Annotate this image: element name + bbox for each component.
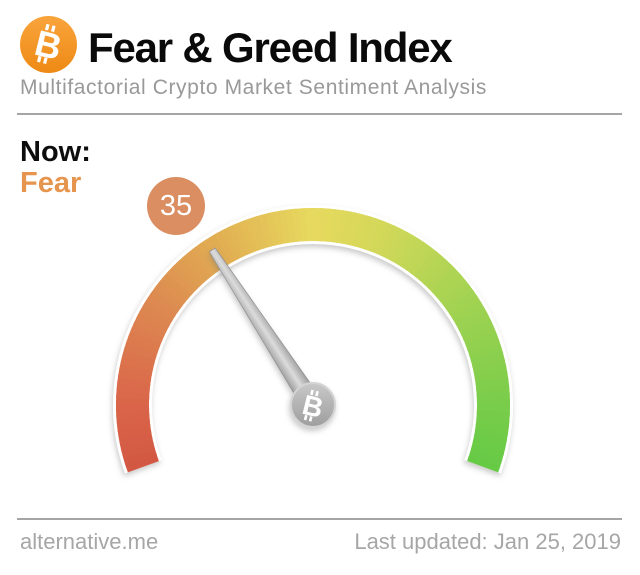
bitcoin-logo-icon: B <box>20 16 77 73</box>
gauge-arc <box>115 207 511 473</box>
value-badge: 35 <box>147 177 205 235</box>
page-subtitle: Multifactorial Crypto Market Sentiment A… <box>20 76 488 99</box>
bitcoin-logo-circle <box>20 16 77 73</box>
footer-site-link[interactable]: alternative.me <box>20 529 159 554</box>
gauge-needle-group: B <box>208 247 336 428</box>
header-divider <box>17 113 622 115</box>
footer-divider <box>17 518 622 520</box>
gauge-hub <box>290 382 336 428</box>
sentiment-label: Fear <box>20 167 82 199</box>
value-badge-text: 35 <box>159 189 193 222</box>
last-updated-label: Last updated: Jan 25, 2019 <box>354 529 621 554</box>
now-label: Now: <box>20 136 91 168</box>
page-title: Fear & Greed Index <box>88 24 453 71</box>
